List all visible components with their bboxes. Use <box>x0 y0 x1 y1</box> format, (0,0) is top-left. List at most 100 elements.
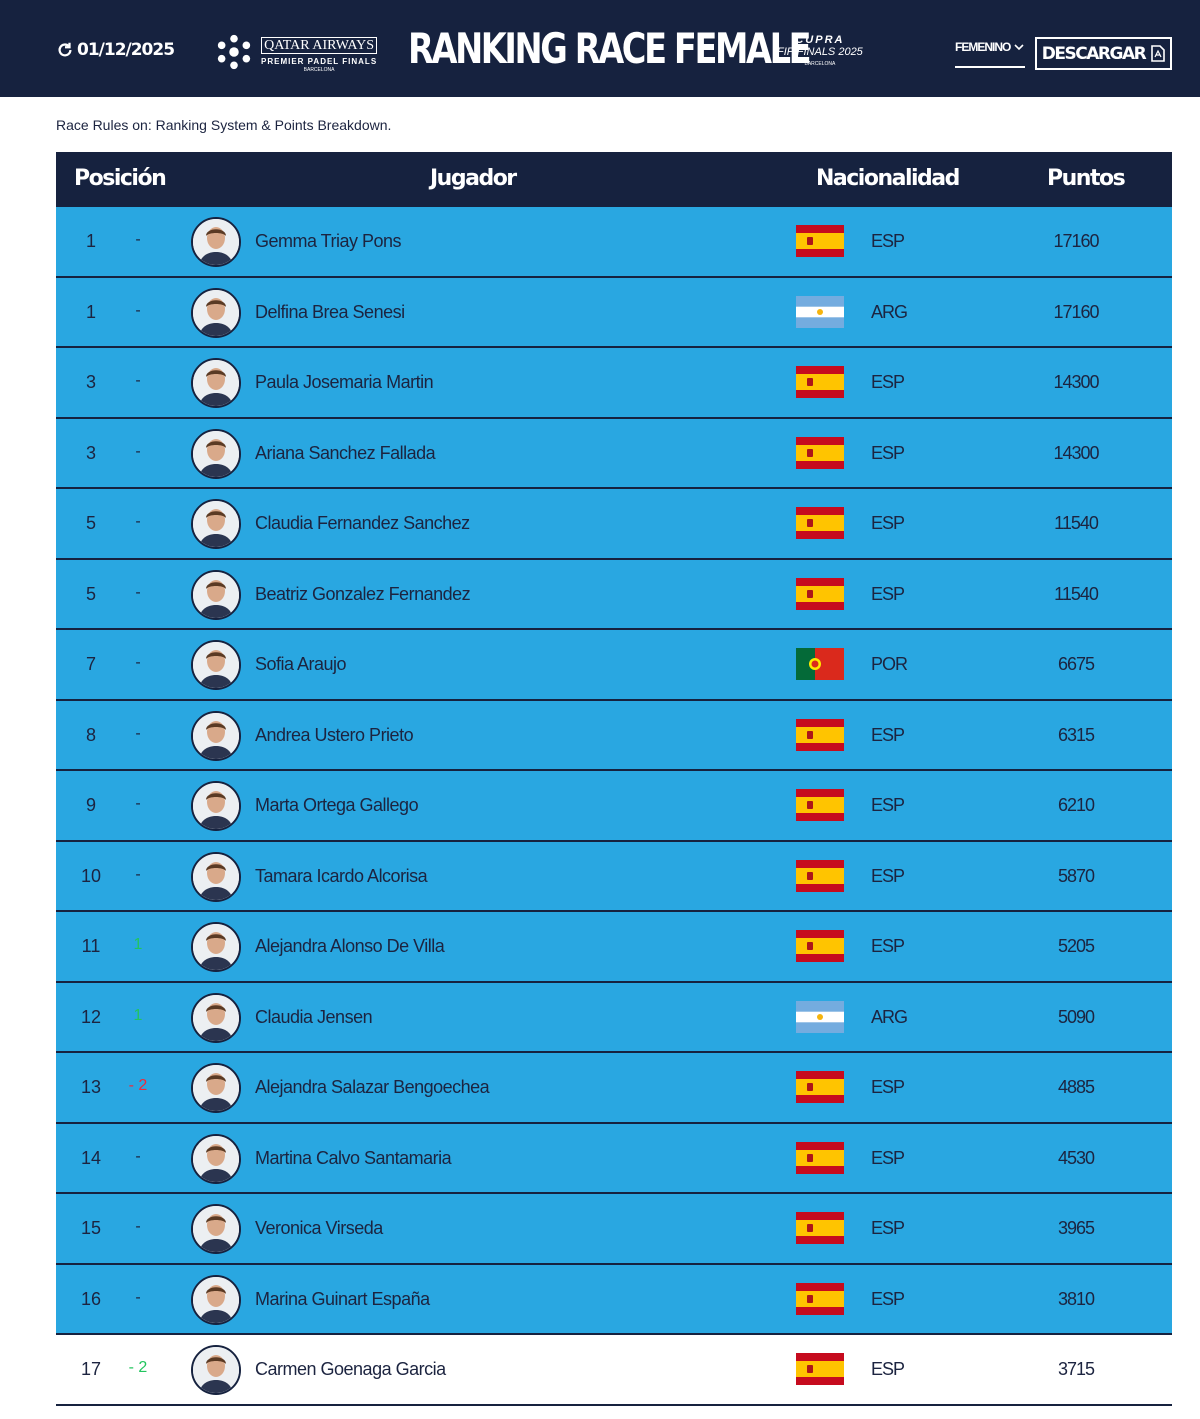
player-name[interactable]: Martina Calvo Santamaria <box>255 1147 452 1168</box>
points-value: 5205 <box>1057 936 1095 956</box>
player-name[interactable]: Claudia Fernandez Sanchez <box>255 513 470 533</box>
table-row[interactable]: 1 - Gemma Triay Pons ESP 17160 <box>56 207 1172 278</box>
country-code: ESP <box>871 1288 905 1309</box>
player-name[interactable]: Ariana Sanchez Fallada <box>255 442 436 463</box>
points-value: 11540 <box>1054 583 1099 604</box>
player-name[interactable]: Veronica Virseda <box>255 1218 383 1238</box>
table-header: Posición Jugador Nacionalidad Puntos <box>56 152 1172 207</box>
spain-flag <box>796 1353 844 1385</box>
table-row[interactable]: 10 - Tamara Icardo Alcorisa ESP 5870 <box>56 841 1172 912</box>
position-value: 7 <box>85 654 96 674</box>
points-value: 3715 <box>1057 1359 1095 1379</box>
points-value: 14300 <box>1053 372 1099 392</box>
table-row[interactable]: 9 - Marta Ortega Gallego ESP 6210 <box>56 771 1172 842</box>
position-value: 16 <box>80 1288 102 1309</box>
player-name[interactable]: Paula Josemaria Martin <box>255 372 434 392</box>
country-code: ESP <box>871 583 905 604</box>
country-code: ESP <box>871 1218 905 1238</box>
player-name[interactable]: Marta Ortega Gallego <box>255 795 419 815</box>
position-change: - <box>135 865 141 883</box>
player-name[interactable]: Carmen Goenaga Garcia <box>255 1359 446 1379</box>
table-row[interactable]: 12 1 Claudia Jensen ARG 5090 <box>56 982 1172 1053</box>
position-change: - <box>135 583 141 601</box>
position-value: 17 <box>80 1359 102 1379</box>
position-change: - <box>135 1218 141 1235</box>
category-label: FEMENINO <box>955 40 1011 54</box>
table-row[interactable]: 17 - 2 Carmen Goenaga Garcia ESP 3715 <box>56 1335 1172 1406</box>
spain-flag <box>796 1071 844 1103</box>
table-row[interactable]: 13 - 2 Alejandra Salazar Bengoechea ESP 4885 <box>56 1053 1172 1124</box>
table-row[interactable]: 3 - Paula Josemaria Martin ESP 14300 <box>56 348 1172 419</box>
position-change: - 2 <box>128 1077 148 1094</box>
race-rules-link[interactable]: Race Rules on: Ranking System & Points B… <box>56 117 392 133</box>
country-code: ESP <box>871 231 905 251</box>
player-name[interactable]: Andrea Ustero Prieto <box>255 724 414 745</box>
table-row[interactable]: 7 - Sofia Araujo POR 6675 <box>56 630 1172 701</box>
table-row[interactable]: 11 1 Alejandra Alonso De Villa ESP 5205 <box>56 912 1172 983</box>
position-change: - <box>135 372 141 389</box>
player-name[interactable]: Alejandra Salazar Bengoechea <box>255 1077 490 1097</box>
position-change: - <box>135 795 141 812</box>
player-avatar <box>191 1063 241 1113</box>
column-header-player: Jugador <box>430 166 517 191</box>
page-title: RANKING RACE FEMALE <box>408 24 812 73</box>
position-change: - <box>135 1288 141 1306</box>
position-value: 5 <box>85 583 96 604</box>
download-label: DESCARGAR <box>1041 43 1147 64</box>
position-change: - 2 <box>128 1359 148 1376</box>
table-row[interactable]: 5 - Beatriz Gonzalez Fernandez ESP 11540 <box>56 559 1172 630</box>
country-code: ESP <box>871 1359 905 1379</box>
table-row[interactable]: 8 - Andrea Ustero Prieto ESP 6315 <box>56 700 1172 771</box>
spain-flag <box>796 1212 844 1244</box>
player-name[interactable]: Marina Guinart España <box>255 1288 430 1309</box>
country-code: ESP <box>871 513 905 533</box>
column-header-nationality: Nacionalidad <box>816 166 960 191</box>
player-avatar <box>191 1345 241 1395</box>
table-row[interactable]: 15 - Veronica Virseda ESP 3965 <box>56 1194 1172 1265</box>
sponsor-logo[interactable]: QATAR AIRWAYS PREMIER PADEL FINALS BARCE… <box>215 33 378 76</box>
player-avatar <box>191 1274 241 1325</box>
player-avatar <box>191 640 241 690</box>
position-change: - <box>135 442 141 460</box>
position-change: 1 <box>133 936 143 953</box>
position-value: 10 <box>80 865 102 886</box>
sponsor-event: PREMIER PADEL FINALS <box>261 56 378 66</box>
player-name[interactable]: Sofia Araujo <box>255 654 347 674</box>
player-name[interactable]: Alejandra Alonso De Villa <box>255 936 445 956</box>
position-change: - <box>135 1147 141 1165</box>
position-value: 1 <box>85 231 96 251</box>
points-value: 6675 <box>1057 654 1095 674</box>
sponsor-city: BARCELONA <box>303 66 335 73</box>
spain-flag <box>796 225 844 257</box>
table-row[interactable]: 14 - Martina Calvo Santamaria ESP 4530 <box>56 1123 1172 1194</box>
player-avatar <box>191 710 241 761</box>
spain-flag <box>796 1282 844 1315</box>
player-name[interactable]: Beatriz Gonzalez Fernandez <box>255 583 471 604</box>
table-row[interactable]: 16 - Marina Guinart España ESP 3810 <box>56 1264 1172 1335</box>
argentina-flag <box>796 1000 844 1033</box>
table-row[interactable]: 5 - Claudia Fernandez Sanchez ESP 11540 <box>56 489 1172 560</box>
points-value: 3965 <box>1057 1218 1095 1238</box>
player-name[interactable]: Claudia Jensen <box>255 1006 373 1027</box>
player-name[interactable]: Tamara Icardo Alcorisa <box>255 865 428 886</box>
player-avatar <box>191 1133 241 1184</box>
download-button[interactable]: DESCARGAR <box>1035 37 1172 70</box>
player-avatar <box>191 499 241 549</box>
player-avatar <box>191 1204 241 1254</box>
category-dropdown[interactable]: FEMENINO <box>955 40 1025 68</box>
player-avatar <box>191 992 241 1043</box>
position-change: - <box>135 301 141 319</box>
table-row[interactable]: 3 - Ariana Sanchez Fallada ESP 14300 <box>56 418 1172 489</box>
position-change: - <box>135 231 141 248</box>
position-value: 3 <box>85 372 96 392</box>
player-name[interactable]: Delfina Brea Senesi <box>255 301 405 322</box>
player-name[interactable]: Gemma Triay Pons <box>255 231 402 251</box>
player-avatar <box>191 851 241 902</box>
table-row[interactable]: 1 - Delfina Brea Senesi ARG 17160 <box>56 277 1172 348</box>
points-value: 14300 <box>1053 442 1099 463</box>
country-code: POR <box>871 654 908 674</box>
points-value: 5870 <box>1057 865 1095 886</box>
argentina-flag <box>796 295 844 328</box>
player-avatar <box>191 428 241 479</box>
finals-logo: CUPRA FIP FINALS 2025 BARCELONA <box>777 34 863 67</box>
